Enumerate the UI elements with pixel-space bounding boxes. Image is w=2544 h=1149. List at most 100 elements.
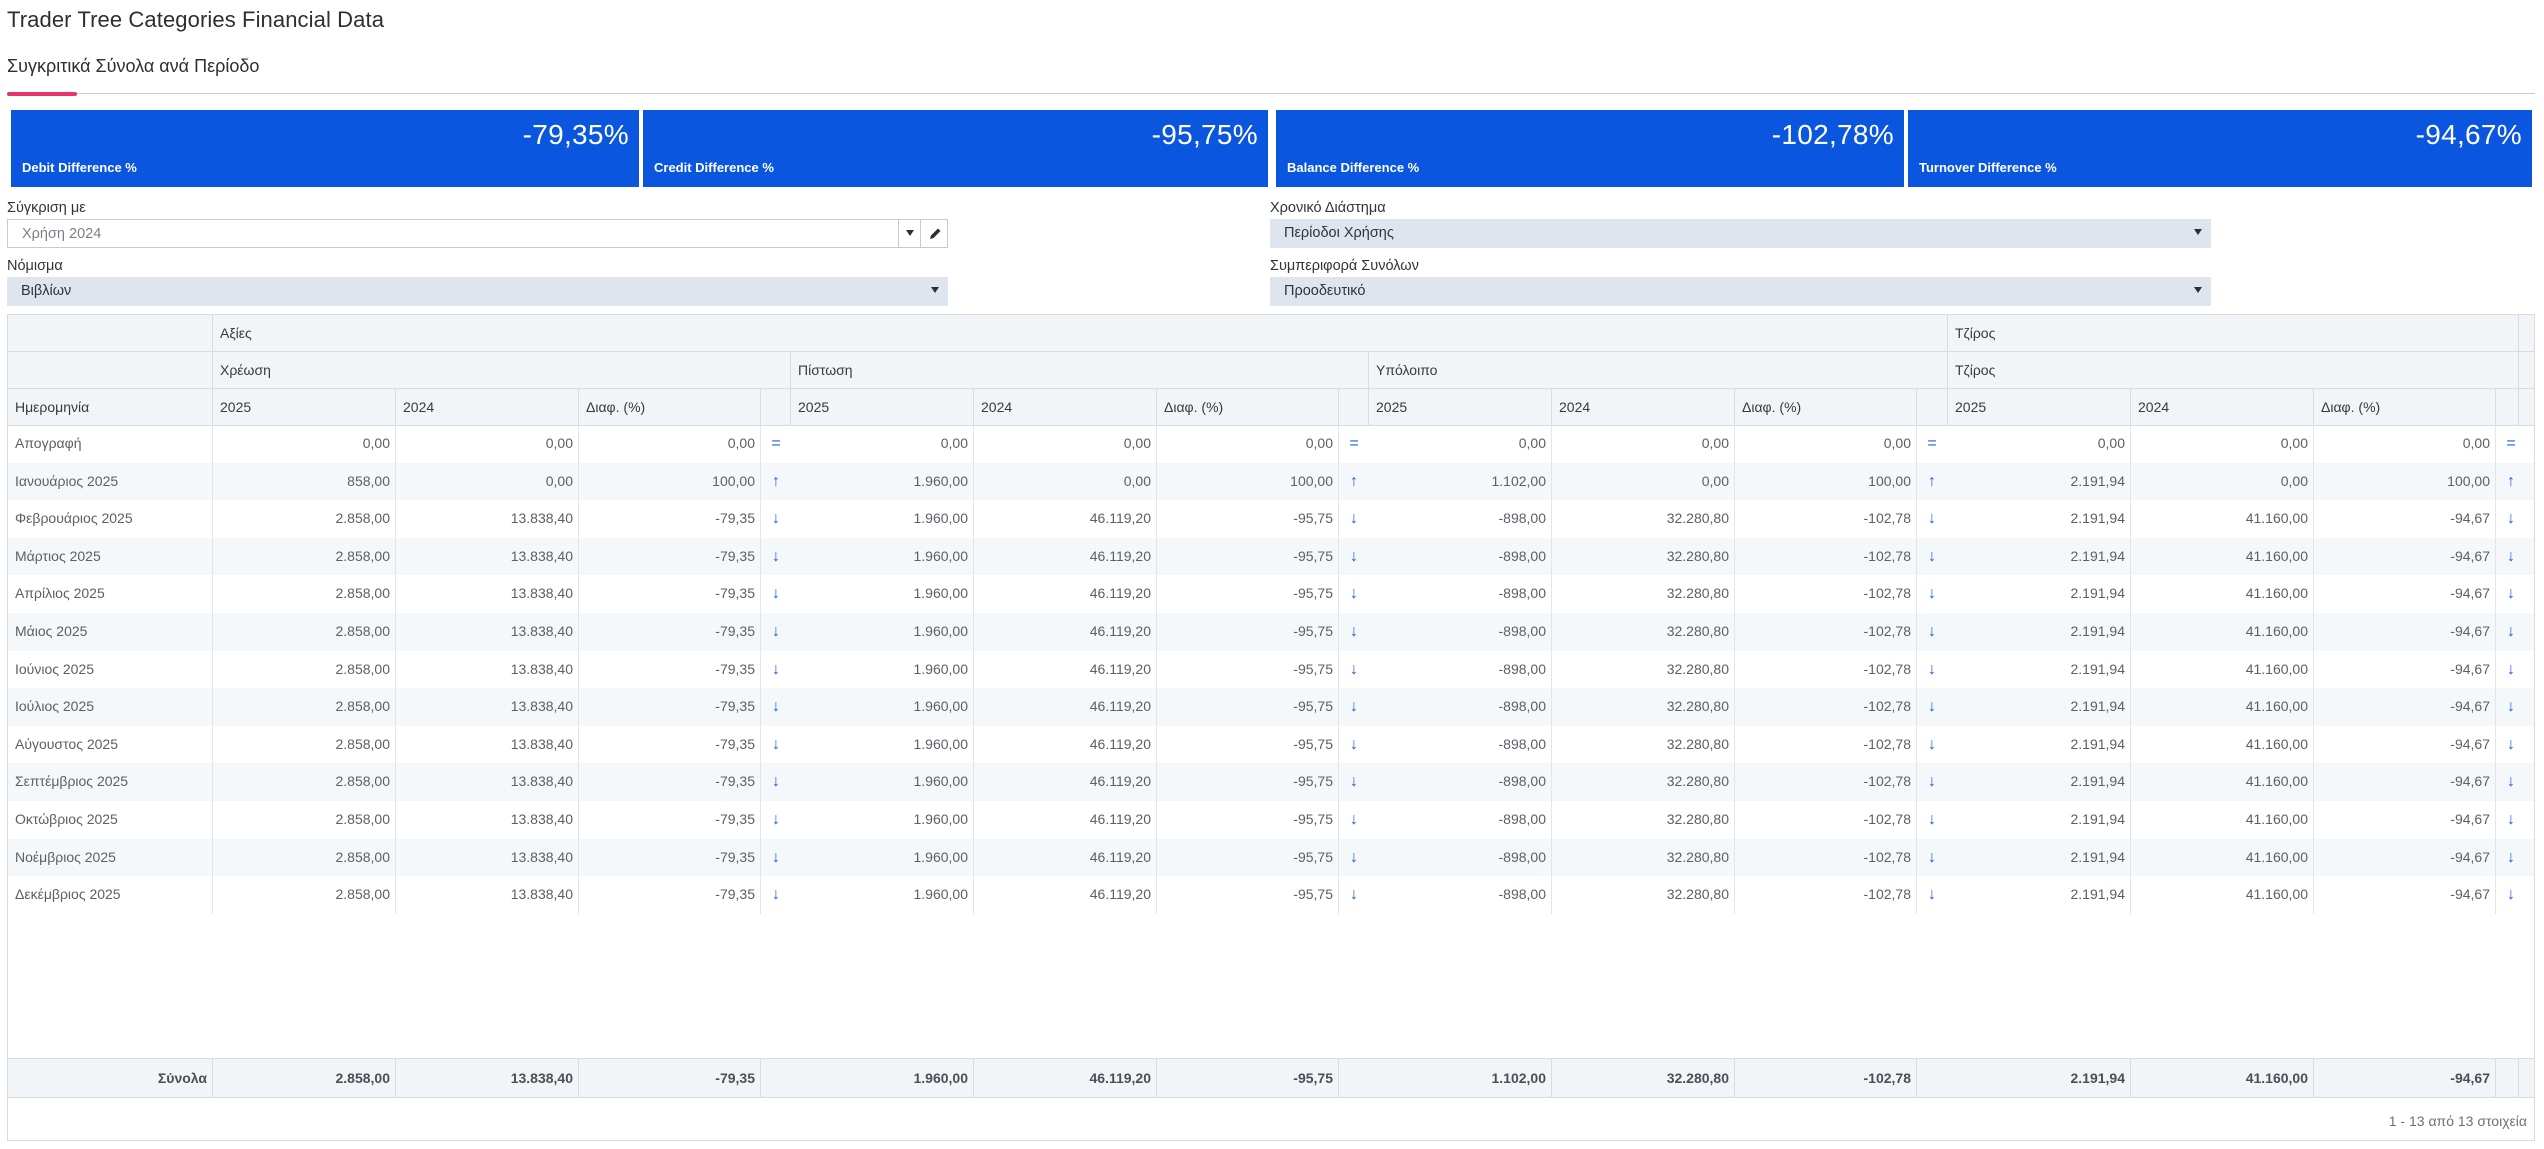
- table-row[interactable]: Οκτώβριος 2025 2.858,00 13.838,40 -79,35 ↓ 1.…: [8, 801, 2534, 839]
- column-divider: [1156, 613, 1157, 651]
- row-date: Ιανουάριος 2025: [15, 472, 119, 489]
- chevron-down-icon[interactable]: [906, 230, 914, 236]
- column-header-year-current[interactable]: 2025: [798, 399, 830, 415]
- arrow-down-icon: ↓: [772, 660, 780, 678]
- compare-label: Σύγκριση με: [7, 200, 86, 216]
- column-divider: [1947, 389, 1948, 425]
- column-header-diff-percent[interactable]: Διαφ. (%): [586, 399, 646, 415]
- debit-current-value: 2.858,00: [335, 623, 391, 639]
- arrow-down-icon: ↓: [1350, 660, 1358, 678]
- column-header-year-previous[interactable]: 2024: [981, 399, 1013, 415]
- tab-comparative-totals[interactable]: Συγκριτικά Σύνολα ανά Περίοδο: [7, 56, 260, 76]
- column-divider: [1338, 725, 1339, 764]
- column-divider: [212, 1059, 213, 1097]
- column-divider: [1156, 838, 1157, 877]
- table-row[interactable]: Απογραφή 0,00 0,00 0,00 = 0,00 0,00 0,00 = 0,00 0,…: [8, 425, 2534, 463]
- balance-previous-value: 32.280,80: [1666, 547, 1729, 564]
- pencil-icon[interactable]: [928, 226, 943, 241]
- balance-diff-value: -102,78: [1863, 848, 1911, 865]
- table-row[interactable]: Ιανουάριος 2025 858,00 0,00 100,00 ↑ 1.960,00…: [8, 462, 2534, 501]
- column-divider: [212, 315, 213, 351]
- column-header-year-previous[interactable]: 2024: [2138, 399, 2170, 415]
- table-row[interactable]: Μάρτιος 2025 2.858,00 13.838,40 -79,35 ↓ 1.96…: [8, 537, 2534, 576]
- turnover-diff-value: 0,00: [2462, 435, 2490, 451]
- row-date: Δεκέμβριος 2025: [15, 886, 121, 903]
- column-divider: [2495, 613, 2496, 651]
- column-divider: [2313, 801, 2314, 839]
- row-date: Οκτώβριος 2025: [15, 811, 118, 827]
- column-divider: [1156, 500, 1157, 538]
- table-row[interactable]: Φεβρουάριος 2025 2.858,00 13.838,40 -79,35 ↓…: [8, 500, 2534, 538]
- credit-diff-value: -95,75: [1293, 848, 1333, 865]
- column-header-diff-percent[interactable]: Διαφ. (%): [1742, 399, 1802, 415]
- arrow-down-icon: ↓: [2507, 735, 2515, 753]
- totals-turnover-y2: 41.160,00: [2245, 1070, 2308, 1086]
- debit-current-value: 2.858,00: [335, 547, 391, 564]
- balance-previous-value: 0,00: [1701, 472, 1729, 489]
- debit-previous-value: 13.838,40: [510, 811, 573, 827]
- column-header-year-current[interactable]: 2025: [220, 399, 252, 415]
- column-divider: [212, 575, 213, 613]
- row-date: Απογραφή: [15, 435, 82, 451]
- column-divider: [212, 537, 213, 576]
- table-row[interactable]: Μάιος 2025 2.858,00 13.838,40 -79,35 ↓ 1.960,…: [8, 613, 2534, 651]
- column-divider: [1156, 725, 1157, 764]
- behavior-select[interactable]: Προοδευτικό: [1270, 277, 2211, 306]
- table-row[interactable]: Σεπτέμβριος 2025 2.858,00 13.838,40 -79,35 ↓…: [8, 763, 2534, 801]
- credit-current-value: 1.960,00: [913, 886, 969, 903]
- table-row[interactable]: Αύγουστος 2025 2.858,00 13.838,40 -79,35 ↓ 1.…: [8, 725, 2534, 764]
- compare-field[interactable]: Χρήση 2024: [7, 219, 948, 248]
- column-header-diff-percent[interactable]: Διαφ. (%): [1164, 399, 1224, 415]
- column-divider: [578, 613, 579, 651]
- column-divider: [1338, 389, 1339, 425]
- debit-previous-value: 13.838,40: [510, 585, 573, 602]
- column-header-diff-percent[interactable]: Διαφ. (%): [2321, 399, 2381, 415]
- currency-select[interactable]: Βιβλίων: [7, 277, 948, 306]
- column-header-date[interactable]: Ημερομηνία: [15, 399, 90, 415]
- column-divider: [1551, 725, 1552, 764]
- column-divider: [1551, 500, 1552, 538]
- column-divider: [212, 650, 213, 689]
- column-header-year-previous[interactable]: 2024: [403, 399, 435, 415]
- turnover-previous-value: 0,00: [2280, 435, 2308, 451]
- column-divider: [760, 650, 761, 689]
- balance-diff-value: -102,78: [1863, 510, 1911, 527]
- column-divider: [760, 838, 761, 877]
- column-divider: [2130, 389, 2131, 425]
- column-header-year-previous[interactable]: 2024: [1559, 399, 1591, 415]
- table-row[interactable]: Ιούλιος 2025 2.858,00 13.838,40 -79,35 ↓ 1.96…: [8, 688, 2534, 726]
- table-row[interactable]: Δεκέμβριος 2025 2.858,00 13.838,40 -79,35 ↓ 1…: [8, 876, 2534, 914]
- arrow-down-icon: ↓: [2507, 510, 2515, 528]
- column-divider: [1734, 537, 1735, 576]
- column-divider: [1551, 688, 1552, 726]
- column-divider: [2130, 838, 2131, 877]
- column-divider: [760, 876, 761, 914]
- arrow-down-icon: ↓: [772, 886, 780, 904]
- arrow-up-icon: ↑: [1928, 472, 1936, 490]
- arrow-down-icon: ↓: [1928, 585, 1936, 603]
- column-divider: [2313, 876, 2314, 914]
- column-divider: [1734, 801, 1735, 839]
- column-divider: [212, 462, 213, 501]
- totals-credit-y2: 46.119,20: [1089, 1070, 1151, 1086]
- column-divider: [760, 725, 761, 764]
- column-divider: [2130, 613, 2131, 651]
- tab-active-indicator: [7, 92, 77, 96]
- column-divider: [212, 763, 213, 801]
- credit-diff-value: -95,75: [1293, 547, 1333, 564]
- column-divider: [1916, 537, 1917, 576]
- balance-previous-value: 32.280,80: [1666, 886, 1729, 903]
- table-row[interactable]: Ιούνιος 2025 2.858,00 13.838,40 -79,35 ↓ 1.96…: [8, 650, 2534, 689]
- column-header-year-current[interactable]: 2025: [1376, 399, 1408, 415]
- period-select[interactable]: Περίοδοι Χρήσης: [1270, 219, 2211, 248]
- table-row[interactable]: Απρίλιος 2025 2.858,00 13.838,40 -79,35 ↓ 1.9…: [8, 575, 2534, 613]
- debit-previous-value: 13.838,40: [510, 660, 573, 677]
- column-header-year-current[interactable]: 2025: [1955, 399, 1987, 415]
- arrow-down-icon: ↓: [1928, 773, 1936, 791]
- column-divider: [2518, 389, 2519, 425]
- arrow-down-icon: ↓: [2507, 698, 2515, 716]
- column-divider: [1368, 352, 1369, 388]
- row-date: Απρίλιος 2025: [15, 585, 105, 602]
- table-row[interactable]: Νοέμβριος 2025 2.858,00 13.838,40 -79,35 ↓ 1.…: [8, 838, 2534, 877]
- arrow-down-icon: ↓: [1928, 886, 1936, 904]
